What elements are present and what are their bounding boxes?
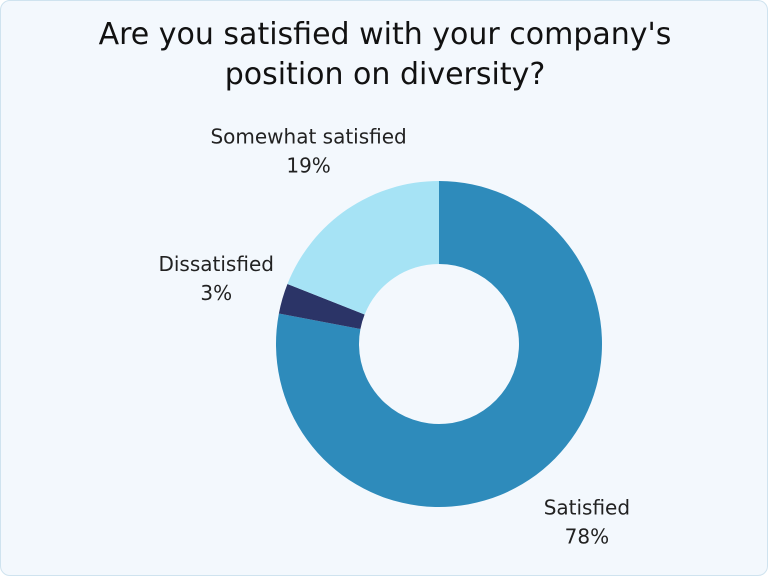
chart-title: Are you satisfied with your company's po… <box>98 17 672 92</box>
donut-slice <box>278 283 365 330</box>
slice-label: Dissatisfied <box>158 252 273 276</box>
slice-value-label: 78% <box>565 524 609 548</box>
slice-value-label: 19% <box>286 154 330 178</box>
slice-label: Satisfied <box>544 495 630 519</box>
slice-label: Somewhat satisfied <box>210 125 406 149</box>
donut-slice <box>287 181 439 315</box>
slice-value-label: 3% <box>200 281 232 305</box>
donut-slice <box>276 181 603 507</box>
